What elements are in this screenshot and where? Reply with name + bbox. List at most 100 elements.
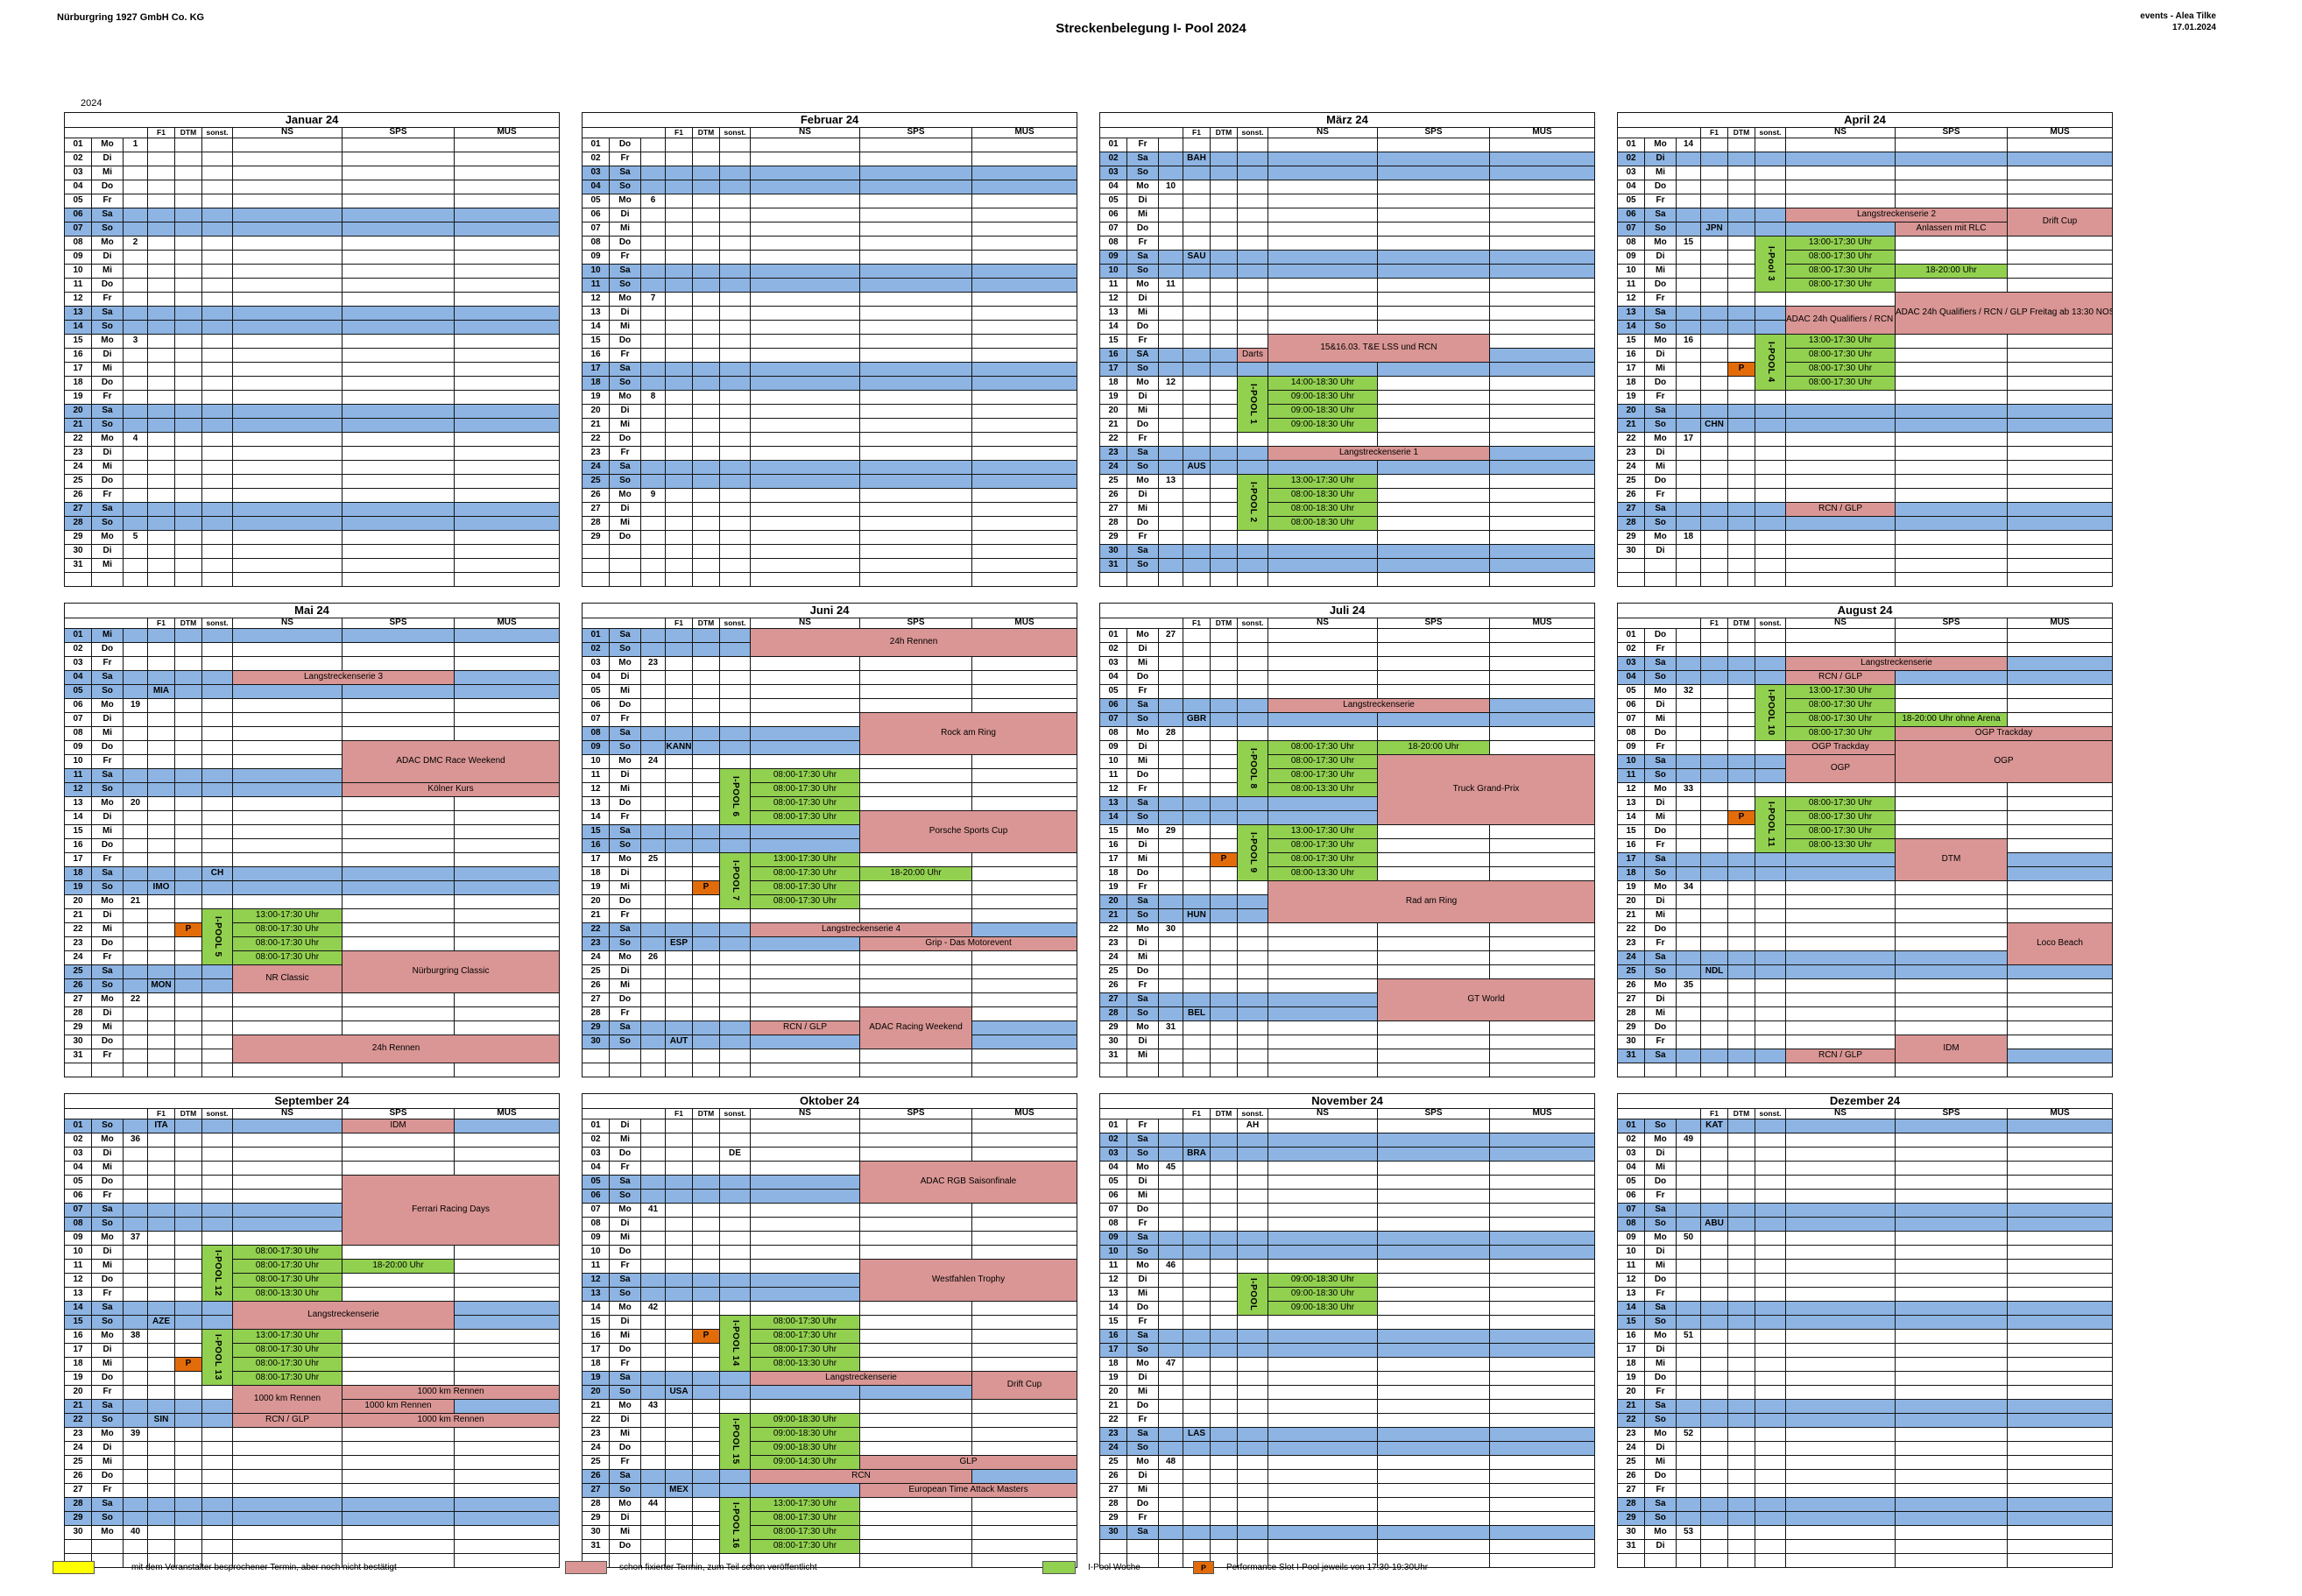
cell-sps[interactable]: [1895, 1497, 2008, 1512]
cell-sps[interactable]: [859, 894, 972, 909]
cell-sonst[interactable]: [1237, 530, 1268, 545]
cell-sps[interactable]: [1895, 250, 2008, 265]
cell-sps[interactable]: [859, 292, 972, 307]
day-weekday[interactable]: Mo: [91, 432, 124, 447]
day-weekday[interactable]: Mi: [1126, 950, 1159, 965]
day-number[interactable]: 17: [1617, 1343, 1645, 1358]
day-number[interactable]: 09: [64, 740, 92, 755]
week-number[interactable]: [1158, 292, 1183, 307]
day-number[interactable]: 26: [1617, 978, 1645, 993]
day-number[interactable]: 23: [1617, 1427, 1645, 1442]
cell-dtm[interactable]: [1727, 908, 1755, 923]
day-weekday[interactable]: Do: [1644, 628, 1677, 643]
event-cell-ns[interactable]: RCN / GLP: [1785, 670, 1896, 685]
week-number[interactable]: 26: [640, 950, 666, 965]
event-cell-ns[interactable]: 13:00-17:30 Uhr: [232, 908, 342, 923]
day-weekday[interactable]: So: [91, 320, 124, 335]
cell-mues[interactable]: [2006, 530, 2114, 545]
day-weekday[interactable]: Mi: [609, 516, 641, 531]
day-number[interactable]: 26: [1099, 1469, 1127, 1484]
day-number[interactable]: 08: [64, 726, 92, 741]
cell-f1[interactable]: [665, 1063, 693, 1077]
event-cell-f1[interactable]: AUS: [1183, 460, 1211, 475]
day-number[interactable]: 21: [582, 1399, 610, 1414]
day-weekday[interactable]: Di: [609, 964, 641, 979]
cell-sps[interactable]: [342, 1343, 455, 1358]
cell-dtm[interactable]: [174, 950, 202, 965]
day-weekday[interactable]: Mo: [1644, 684, 1677, 699]
day-number[interactable]: 11: [64, 768, 92, 783]
cell-f1[interactable]: [665, 236, 693, 251]
day-weekday[interactable]: So: [609, 642, 641, 657]
cell-f1[interactable]: [1700, 1049, 1728, 1063]
cell-ns[interactable]: [1785, 152, 1896, 166]
week-number[interactable]: [640, 1483, 666, 1498]
cell-f1[interactable]: [665, 432, 693, 447]
day-number[interactable]: 16: [64, 838, 92, 853]
day-number[interactable]: 03: [1617, 1147, 1645, 1162]
day-weekday[interactable]: Di: [1644, 894, 1677, 909]
cell-ns[interactable]: [750, 152, 860, 166]
cell-mues[interactable]: [971, 1063, 1078, 1077]
cell-f1[interactable]: [1700, 852, 1728, 867]
cell-sonst[interactable]: [201, 1035, 233, 1049]
day-weekday[interactable]: Di: [1644, 992, 1677, 1007]
cell-ns[interactable]: [1268, 306, 1378, 321]
day-number[interactable]: 18: [64, 866, 92, 881]
cell-sps[interactable]: [1895, 894, 2008, 909]
cell-mues[interactable]: [1488, 1511, 1596, 1526]
day-number[interactable]: 13: [64, 306, 92, 321]
cell-sonst[interactable]: [1237, 1483, 1268, 1498]
cell-dtm[interactable]: [1727, 698, 1755, 713]
day-weekday[interactable]: Fr: [1644, 488, 1677, 503]
cell-dtm[interactable]: [174, 838, 202, 853]
week-number[interactable]: [1158, 754, 1183, 769]
cell-sonst[interactable]: [719, 726, 751, 741]
cell-f1[interactable]: [1700, 1273, 1728, 1288]
day-number[interactable]: 07: [1617, 712, 1645, 727]
cell-sps[interactable]: [1377, 306, 1490, 321]
cell-f1[interactable]: [1183, 754, 1211, 769]
cell-mues[interactable]: [2006, 236, 2114, 251]
cell-sps[interactable]: [1377, 1035, 1490, 1049]
cell-f1[interactable]: [1700, 1301, 1728, 1316]
cell-mues[interactable]: [453, 306, 561, 321]
cell-sonst[interactable]: [201, 810, 233, 825]
day-number[interactable]: 20: [64, 894, 92, 909]
day-weekday[interactable]: Sa: [1644, 306, 1677, 321]
cell-f1[interactable]: [665, 1539, 693, 1554]
cell-mues[interactable]: [1488, 1385, 1596, 1400]
cell-sonst[interactable]: [1237, 1161, 1268, 1176]
cell-dtm[interactable]: [1727, 992, 1755, 1007]
week-number[interactable]: [123, 1399, 148, 1414]
day-weekday[interactable]: Mo: [609, 1497, 641, 1512]
day-number[interactable]: 01: [1617, 1119, 1645, 1133]
day-number[interactable]: 27: [1617, 992, 1645, 1007]
day-weekday[interactable]: Di: [609, 1511, 641, 1526]
day-number[interactable]: 12: [1617, 1273, 1645, 1288]
day-weekday[interactable]: Mo: [1644, 1427, 1677, 1442]
day-weekday[interactable]: Mi: [1126, 1189, 1159, 1204]
day-number[interactable]: 19: [1617, 880, 1645, 895]
day-weekday[interactable]: Do: [609, 698, 641, 713]
cell-dtm[interactable]: [1727, 880, 1755, 895]
cell-sonst[interactable]: [201, 362, 233, 377]
event-cell-ns[interactable]: 08:00-17:30 Uhr: [232, 1357, 342, 1372]
day-weekday[interactable]: Mi: [609, 1133, 641, 1148]
event-cell-ns[interactable]: Langstreckenserie: [750, 1371, 972, 1386]
cell-sps[interactable]: [342, 1441, 455, 1456]
week-number[interactable]: [1676, 418, 1701, 433]
day-weekday[interactable]: Mi: [1644, 810, 1677, 825]
cell-f1[interactable]: [147, 1203, 175, 1218]
cell-sonst[interactable]: [1237, 152, 1268, 166]
cell-mues[interactable]: [971, 488, 1078, 503]
day-number[interactable]: 13: [64, 1287, 92, 1302]
cell-ns[interactable]: [750, 1273, 860, 1288]
week-number[interactable]: [640, 726, 666, 741]
cell-mues[interactable]: [971, 502, 1078, 517]
cell-mues[interactable]: [453, 1329, 561, 1344]
day-number[interactable]: 12: [1617, 292, 1645, 307]
cell-mues[interactable]: [453, 698, 561, 713]
cell-ns[interactable]: [750, 516, 860, 531]
event-cell-sps[interactable]: IDM: [1895, 1035, 2008, 1063]
